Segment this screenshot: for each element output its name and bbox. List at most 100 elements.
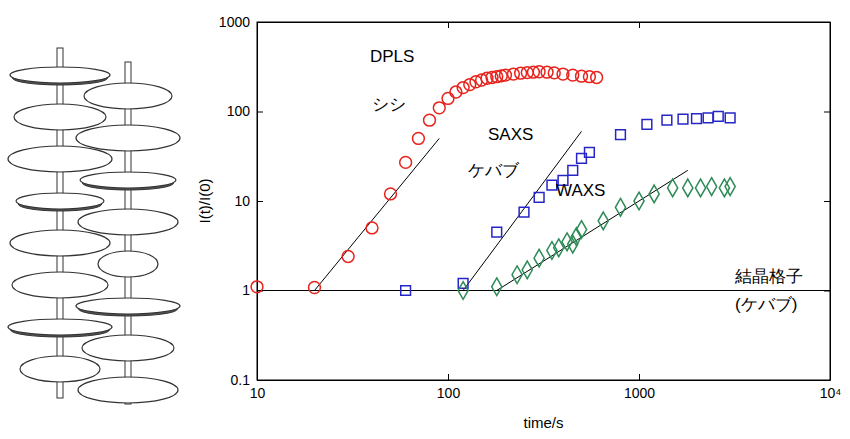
- plot-area: [251, 66, 830, 299]
- tick: 100: [227, 103, 263, 119]
- point: [692, 114, 702, 124]
- kebab-disk: [12, 272, 108, 298]
- kebab-disk: [20, 356, 100, 382]
- kebab-disk: [10, 67, 110, 83]
- annotation: (ケバブ): [735, 295, 797, 314]
- kebab-disk: [76, 298, 180, 314]
- tick: [824, 380, 830, 381]
- point: [512, 266, 522, 284]
- kebab-disk: [78, 209, 178, 235]
- kebab-disk: [80, 172, 176, 188]
- point: [703, 113, 713, 123]
- point: [385, 188, 397, 200]
- tick: [824, 201, 830, 202]
- tick-mark: [257, 22, 258, 28]
- fit-line: [497, 170, 688, 290]
- point: [725, 113, 735, 123]
- tick-label: 10⁴: [820, 385, 842, 401]
- point: [458, 282, 468, 300]
- point: [534, 249, 544, 267]
- tick-mark: [257, 112, 263, 113]
- background: [0, 0, 850, 439]
- axis-line: [258, 380, 831, 381]
- tick-mark: [824, 22, 830, 23]
- annotations: DPLSシシSAXSケバブWAXS結晶格子(ケバブ): [370, 47, 803, 314]
- point: [678, 114, 688, 124]
- annotation: DPLS: [370, 47, 414, 66]
- annotation: ケバブ: [468, 161, 520, 180]
- point: [433, 102, 445, 114]
- tick: [824, 22, 830, 23]
- tick-label: 0.1: [231, 372, 251, 388]
- kebab-disk: [82, 335, 174, 361]
- point: [366, 222, 378, 234]
- point: [642, 119, 652, 129]
- tick: 0.1: [231, 372, 263, 388]
- tick: 10: [234, 193, 263, 209]
- kebab-disk: [84, 83, 172, 109]
- point: [649, 185, 659, 203]
- kebab-disk: [8, 146, 112, 172]
- point: [424, 114, 436, 126]
- point: [519, 207, 529, 217]
- tick: [448, 22, 449, 28]
- kebab-disk: [14, 104, 106, 130]
- tick: [257, 22, 258, 28]
- tick-mark: [824, 112, 830, 113]
- point: [457, 82, 469, 94]
- tick-mark: [824, 201, 830, 202]
- y-axis: 0.1 1 10 100 1000: [219, 14, 263, 388]
- point: [576, 221, 586, 239]
- point: [585, 147, 595, 157]
- x-axis: 10 100 1000 10⁴: [250, 374, 842, 401]
- tick-label: 10: [234, 193, 250, 209]
- tick-label: 100: [227, 103, 251, 119]
- point: [598, 212, 608, 230]
- shish-rod: [57, 48, 63, 398]
- series: [251, 66, 602, 294]
- tick-mark: [448, 22, 449, 28]
- point: [309, 282, 321, 294]
- tick-mark: [639, 22, 640, 28]
- point: [342, 251, 354, 263]
- tick-mark: [257, 380, 263, 381]
- chart: 10100100010⁴0.11101001000time/sI(t)/I(0)…: [0, 0, 850, 439]
- point: [615, 198, 625, 216]
- tick-mark: [257, 201, 263, 202]
- kebab-disk: [76, 125, 180, 151]
- tick-label: 1: [242, 282, 250, 298]
- kebab-disk: [16, 193, 104, 209]
- tick-label: 1000: [624, 385, 655, 401]
- tick: 1000: [624, 374, 655, 401]
- point: [522, 261, 532, 279]
- annotation: 結晶格子: [734, 267, 803, 286]
- tick: 1000: [219, 14, 263, 30]
- axis-line: [258, 22, 831, 23]
- point: [591, 72, 603, 84]
- point: [568, 165, 578, 175]
- point: [713, 112, 723, 122]
- kebab-disk: [8, 319, 112, 335]
- point: [492, 278, 502, 296]
- tick: [639, 22, 640, 28]
- point: [695, 179, 705, 197]
- tick-label: 10: [250, 385, 266, 401]
- kebab-disk: [10, 230, 110, 256]
- point: [492, 227, 502, 237]
- tick-mark: [448, 374, 449, 380]
- point: [401, 286, 411, 296]
- kebab-disk: [98, 251, 158, 277]
- y-axis-title: I(t)/I(0): [196, 179, 213, 224]
- tick: 100: [437, 374, 461, 401]
- tick-mark: [824, 380, 830, 381]
- point: [725, 178, 735, 196]
- point: [400, 156, 412, 168]
- point: [534, 192, 544, 202]
- point: [412, 133, 424, 145]
- plot-frame: [257, 22, 830, 380]
- point: [662, 115, 672, 125]
- y-axis-mirror: [824, 23, 831, 381]
- tick-mark: [639, 374, 640, 380]
- point: [634, 192, 644, 210]
- point: [668, 179, 678, 197]
